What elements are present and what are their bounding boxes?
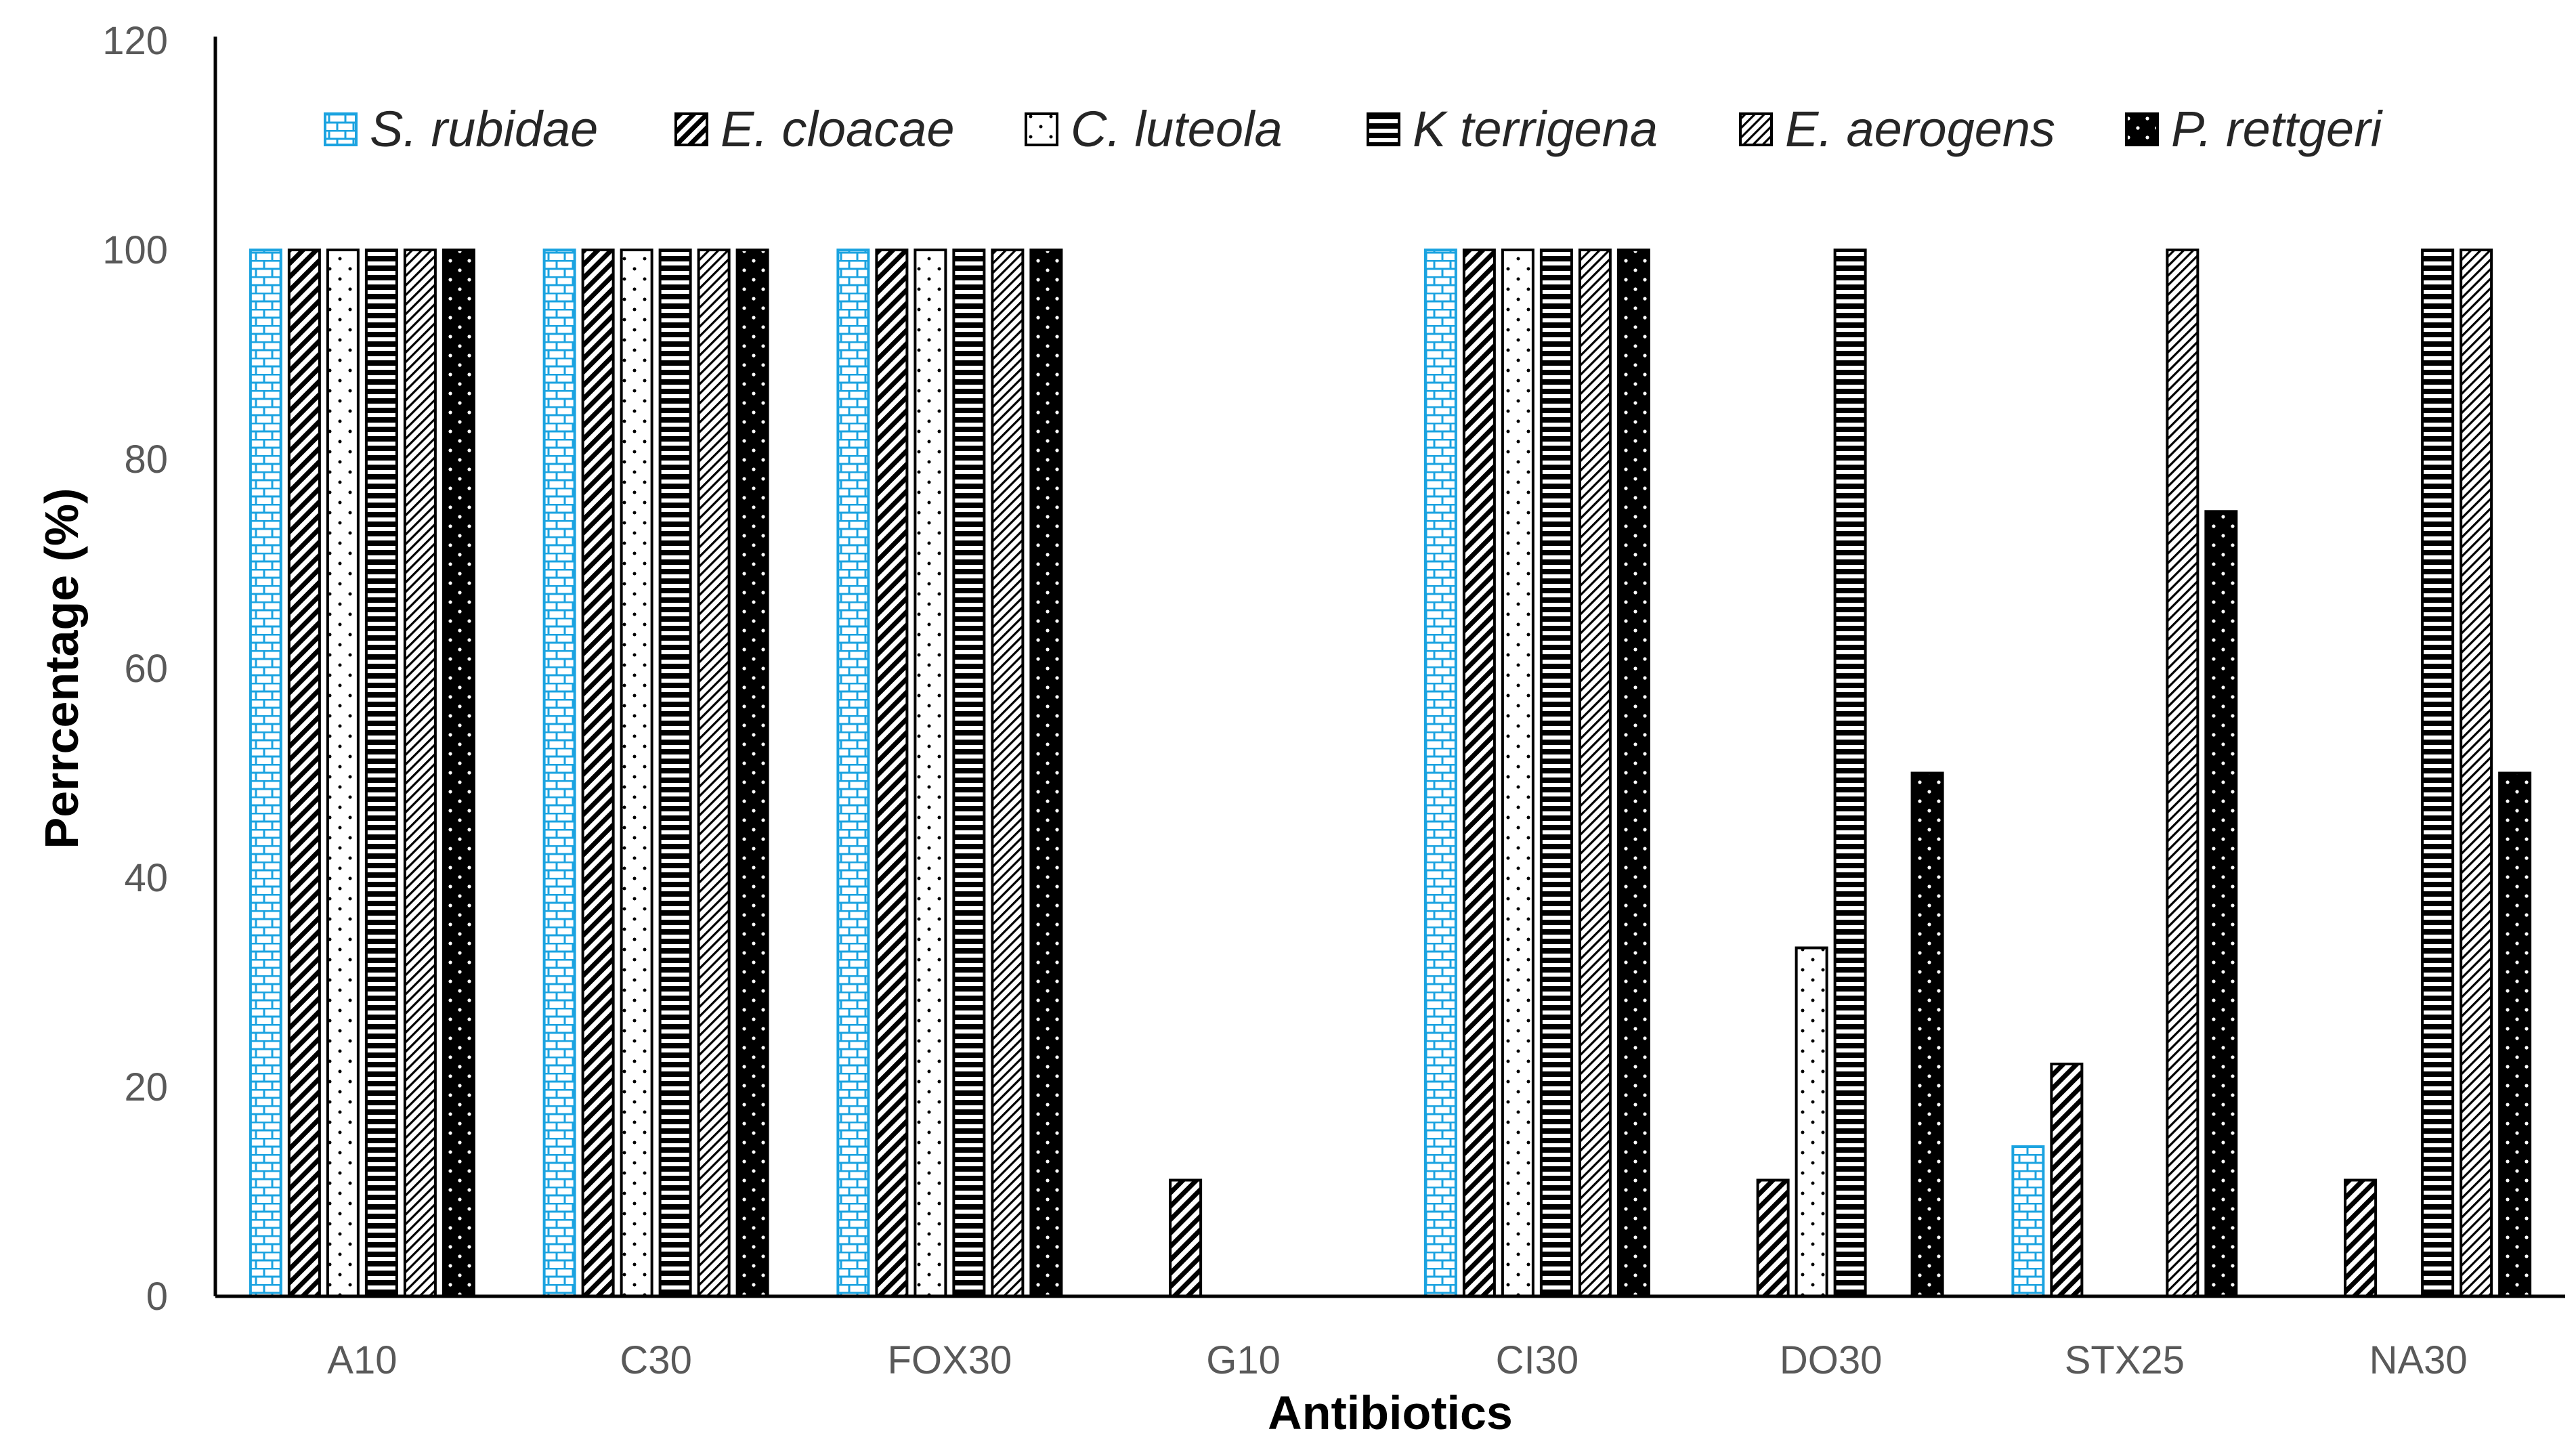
x-tick-label: FOX30 bbox=[888, 1338, 1012, 1382]
legend-swatch bbox=[674, 112, 708, 146]
bar-na30-p-rettgeri bbox=[2498, 771, 2532, 1298]
bar-do30-e-cloacae bbox=[1756, 1178, 1790, 1298]
x-tick-label: CI30 bbox=[1496, 1338, 1579, 1382]
x-tick-label: A10 bbox=[327, 1338, 397, 1382]
bar-ci30-s-rubidae bbox=[1423, 249, 1457, 1298]
legend-label: E. cloacae bbox=[721, 101, 955, 157]
bars-group bbox=[249, 249, 2532, 1298]
bar-fox30-k-terrigena bbox=[952, 249, 986, 1298]
y-tick-label: 0 bbox=[146, 1275, 168, 1319]
bar-do30-p-rettgeri bbox=[1910, 771, 1944, 1298]
bar-c30-e-cloacae bbox=[581, 249, 615, 1298]
bar-fox30-p-rettgeri bbox=[1029, 249, 1063, 1298]
x-tick-label: STX25 bbox=[2065, 1338, 2185, 1382]
bar-na30-e-aerogens bbox=[2460, 249, 2493, 1298]
bar-a10-k-terrigena bbox=[364, 249, 398, 1298]
legend-swatch bbox=[1025, 112, 1058, 146]
x-tick-label: NA30 bbox=[2369, 1338, 2468, 1382]
bar-a10-s-rubidae bbox=[249, 249, 282, 1298]
x-tick-label: DO30 bbox=[1780, 1338, 1883, 1382]
bar-g10-e-cloacae bbox=[1169, 1178, 1203, 1298]
y-tick-label: 120 bbox=[102, 19, 168, 63]
bar-fox30-e-aerogens bbox=[991, 249, 1025, 1298]
bar-c30-c-luteola bbox=[620, 249, 653, 1298]
bar-fox30-c-luteola bbox=[914, 249, 947, 1298]
bar-stx25-p-rettgeri bbox=[2204, 510, 2238, 1298]
x-tick-label: C30 bbox=[620, 1338, 691, 1382]
legend-swatch bbox=[1367, 112, 1400, 146]
legend-label: K terrigena bbox=[1413, 101, 1658, 157]
bar-do30-c-luteola bbox=[1795, 946, 1828, 1298]
bar-do30-k-terrigena bbox=[1833, 249, 1867, 1298]
y-axis-ticks: 0 20 40 60 80 100 120 bbox=[102, 19, 168, 1319]
legend-label: S. rubidae bbox=[370, 101, 598, 157]
legend-label: P. rettgeri bbox=[2171, 101, 2384, 157]
bar-c30-k-terrigena bbox=[658, 249, 692, 1298]
bar-c30-s-rubidae bbox=[542, 249, 576, 1298]
x-axis-title: Antibiotics bbox=[1268, 1386, 1513, 1439]
bar-c30-p-rettgeri bbox=[735, 249, 769, 1298]
legend-label: C. luteola bbox=[1071, 101, 1283, 157]
x-tick-label: G10 bbox=[1206, 1338, 1281, 1382]
y-tick-label: 20 bbox=[124, 1065, 168, 1109]
bar-a10-e-cloacae bbox=[287, 249, 321, 1298]
legend-swatch bbox=[1739, 112, 1773, 146]
legend-swatch bbox=[324, 112, 358, 146]
bar-ci30-e-aerogens bbox=[1578, 249, 1612, 1298]
y-tick-label: 100 bbox=[102, 228, 168, 272]
y-tick-label: 40 bbox=[124, 856, 168, 900]
bar-stx25-e-aerogens bbox=[2166, 249, 2199, 1298]
legend-swatch bbox=[2125, 112, 2159, 146]
bar-fox30-e-cloacae bbox=[875, 249, 909, 1298]
bar-a10-e-aerogens bbox=[403, 249, 437, 1298]
bar-a10-c-luteola bbox=[326, 249, 360, 1298]
bar-a10-p-rettgeri bbox=[442, 249, 475, 1298]
legend: S. rubidae E. cloacae C. luteola K terrigen… bbox=[324, 101, 2384, 157]
bar-ci30-c-luteola bbox=[1501, 249, 1534, 1298]
bar-c30-e-aerogens bbox=[697, 249, 731, 1298]
bar-na30-e-cloacae bbox=[2344, 1178, 2378, 1298]
y-tick-label: 80 bbox=[124, 438, 168, 482]
bar-ci30-p-rettgeri bbox=[1616, 249, 1650, 1298]
bar-stx25-e-cloacae bbox=[2050, 1063, 2084, 1298]
legend-label: E. aerogens bbox=[1785, 101, 2055, 157]
bar-ci30-e-cloacae bbox=[1462, 249, 1496, 1298]
bar-na30-k-terrigena bbox=[2421, 249, 2455, 1298]
x-axis-ticks: A10 C30 FOX30 G10 CI30 DO30 STX25 NA30 bbox=[327, 1338, 2467, 1382]
y-axis-title: Perrcentage (%) bbox=[35, 488, 88, 849]
bar-ci30-k-terrigena bbox=[1539, 249, 1573, 1298]
bar-fox30-s-rubidae bbox=[836, 249, 870, 1298]
bar-stx25-s-rubidae bbox=[2011, 1145, 2045, 1298]
y-tick-label: 60 bbox=[124, 647, 168, 691]
